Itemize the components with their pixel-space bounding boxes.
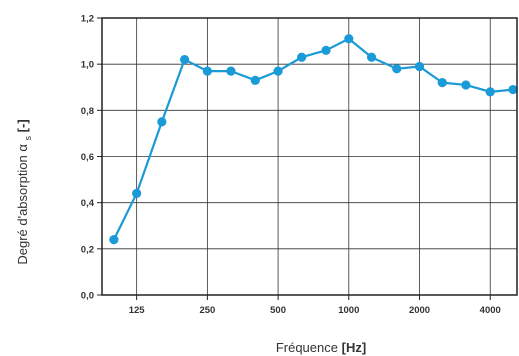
y-axis-unit: [-] bbox=[15, 119, 30, 132]
x-tick-label: 1000 bbox=[338, 305, 359, 316]
y-tick-label: 0,8 bbox=[81, 106, 94, 117]
data-point bbox=[273, 66, 283, 76]
y-tick-label: 0,0 bbox=[81, 291, 94, 302]
x-tick-label: 4000 bbox=[480, 305, 501, 316]
x-tick-label: 2000 bbox=[409, 305, 430, 316]
tick-labels: 0,0 0,2 0,4 0,6 0,8 1,0 1,2 125 250 500 1000 2000 40… bbox=[81, 14, 501, 317]
data-point bbox=[226, 66, 236, 76]
data-point bbox=[366, 52, 377, 62]
data-point bbox=[414, 61, 425, 72]
y-axis-label: Degré d'absorption α bbox=[15, 144, 30, 265]
data-point bbox=[392, 64, 402, 74]
data-point bbox=[508, 84, 518, 95]
y-tick-label: 0,2 bbox=[81, 244, 94, 255]
data-point bbox=[132, 188, 142, 199]
x-axis-unit: [Hz] bbox=[342, 340, 367, 355]
x-tick-label: 125 bbox=[129, 305, 146, 316]
x-tick-label: 250 bbox=[199, 305, 215, 316]
y-axis-subscript: s bbox=[23, 135, 33, 140]
data-point bbox=[109, 235, 119, 245]
data-point bbox=[202, 66, 212, 76]
data-point bbox=[180, 54, 190, 65]
y-tick-label: 1,0 bbox=[81, 60, 94, 71]
plot-frame bbox=[101, 17, 518, 296]
grid-lines bbox=[97, 17, 517, 300]
x-axis-title: Fréquence [Hz] bbox=[276, 340, 366, 355]
data-series bbox=[109, 34, 518, 245]
data-point bbox=[297, 52, 307, 62]
data-point bbox=[157, 117, 167, 127]
y-tick-label: 0,4 bbox=[81, 198, 95, 209]
data-point bbox=[321, 45, 331, 55]
series-line bbox=[112, 37, 514, 241]
data-point bbox=[250, 75, 260, 85]
data-point bbox=[461, 80, 471, 90]
data-point bbox=[344, 34, 354, 44]
data-point bbox=[437, 78, 447, 88]
y-axis-title: Degré d'absorption α s [-] bbox=[15, 119, 34, 264]
y-tick-label: 1,2 bbox=[81, 14, 94, 25]
y-tick-label: 0,6 bbox=[81, 152, 94, 163]
data-point bbox=[485, 87, 495, 97]
x-axis-label: Fréquence bbox=[276, 340, 338, 355]
x-tick-label: 500 bbox=[270, 305, 286, 316]
